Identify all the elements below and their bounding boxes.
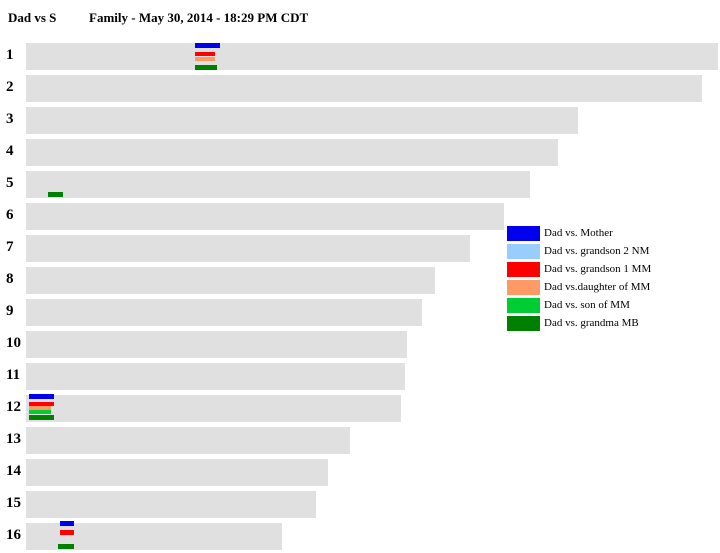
legend-label: Dad vs.daughter of MM (544, 281, 651, 293)
chromosome-label: 13 (6, 431, 21, 447)
chromosome-bar (26, 331, 407, 358)
chromosome-label: 12 (6, 399, 21, 415)
chromosome-bar (26, 427, 350, 454)
match-segment (58, 544, 74, 549)
title: Dad vs S (8, 10, 57, 25)
chromosome-label: 6 (6, 207, 14, 223)
chromosome-label: 16 (6, 527, 21, 543)
match-segment (60, 521, 74, 526)
chromosome-label: 7 (6, 239, 14, 255)
match-segment (195, 65, 217, 70)
chromosome-bar (26, 171, 530, 198)
legend-swatch (507, 280, 540, 295)
chromosome-label: 4 (6, 143, 14, 159)
chromosome-label: 8 (6, 271, 14, 287)
match-segment (29, 406, 51, 410)
chromosome-bar (26, 491, 316, 518)
legend-swatch (507, 262, 540, 277)
legend-label: Dad vs. son of MM (544, 299, 630, 311)
chromosome-bar (26, 107, 578, 134)
chromosome-bar (26, 267, 435, 294)
chromosome-bar (26, 203, 504, 230)
match-segment (60, 530, 74, 535)
match-segment (195, 52, 215, 56)
chromosome-bar (26, 299, 422, 326)
chromosome-label: 14 (6, 463, 21, 479)
match-segment (29, 394, 54, 399)
legend-swatch (507, 226, 540, 241)
legend-swatch (507, 298, 540, 313)
legend-swatch (507, 244, 540, 259)
chromosome-bar (26, 459, 328, 486)
match-segment (29, 415, 54, 420)
chromosome-label: 15 (6, 495, 21, 511)
match-segment (195, 43, 220, 48)
chromosome-label: 10 (6, 335, 21, 351)
chromosome-label: 2 (6, 79, 14, 95)
chromosome-bar (26, 75, 702, 102)
chromosome-bar (26, 363, 405, 390)
legend-label: Dad vs. Mother (544, 227, 613, 239)
match-segment (48, 192, 63, 197)
match-segment (29, 410, 51, 414)
chromosome-label: 9 (6, 303, 14, 319)
chromosome-label: 3 (6, 111, 14, 127)
match-segment (195, 57, 215, 61)
chromosome-label: 5 (6, 175, 14, 191)
legend-label: Dad vs. grandma MB (544, 317, 639, 329)
chromosome-bar (26, 139, 558, 166)
chromosome-bar (26, 235, 470, 262)
chromosome-bar (26, 395, 401, 422)
chromosome-label: 11 (6, 367, 21, 383)
legend-label: Dad vs. grandson 2 NM (544, 245, 650, 257)
chromosome-label: 1 (6, 47, 14, 63)
legend-swatch (507, 316, 540, 331)
subtitle: Family - May 30, 2014 - 18:29 PM CDT (89, 10, 309, 25)
legend-label: Dad vs. grandson 1 MM (544, 263, 652, 275)
match-segment (29, 402, 54, 406)
chromosome-bar (26, 43, 718, 70)
